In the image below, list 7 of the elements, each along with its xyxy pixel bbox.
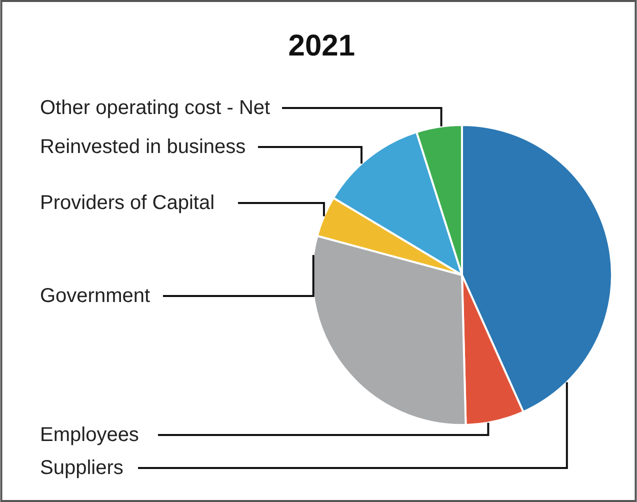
slice-label: Government — [40, 285, 150, 307]
slice-label: Reinvested in business — [40, 136, 246, 158]
slice-label: Other operating cost - Net — [40, 97, 271, 119]
slice-label: Suppliers — [40, 457, 124, 479]
slice-label: Employees — [40, 424, 139, 446]
slice-label: Providers of Capital — [40, 192, 215, 214]
chart-title: 2021 — [288, 30, 356, 62]
